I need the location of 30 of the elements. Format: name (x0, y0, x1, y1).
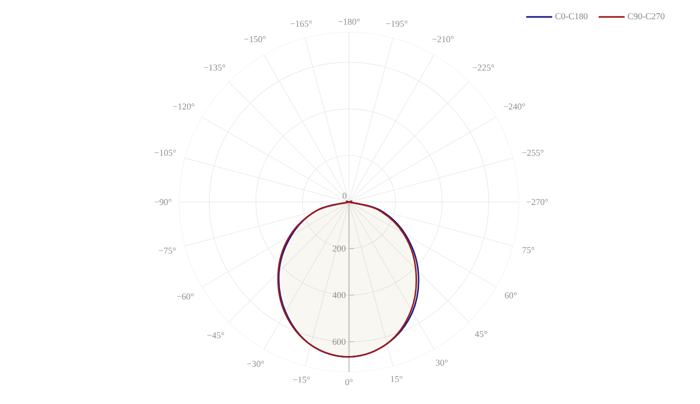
spoke-label: −30° (247, 360, 264, 367)
spoke-label: −165° (290, 20, 312, 27)
spoke-label: 0° (345, 379, 353, 386)
spoke-label: −255° (522, 150, 544, 156)
spoke-label: −225° (472, 64, 494, 71)
spoke-label: −135° (204, 64, 226, 71)
y-tick-label: 600 (332, 338, 346, 345)
legend-label: C90-C270 (628, 13, 664, 20)
spoke-label: −105° (154, 150, 176, 156)
spoke-label: −270° (526, 198, 548, 206)
spoke-label: −120° (173, 104, 194, 110)
legend-label: C0-C180 (555, 13, 588, 20)
spoke-label: −45° (207, 332, 224, 338)
spoke-label: −150° (244, 36, 266, 42)
spoke-label: −15° (293, 376, 310, 383)
spoke-label: 75° (522, 247, 534, 254)
spoke-label: −60° (176, 293, 194, 300)
spoke-label: −90° (154, 198, 172, 206)
y-tick-label: 400 (332, 292, 346, 298)
y-tick-label: 200 (332, 246, 346, 252)
spoke-label: 15° (390, 376, 402, 382)
spoke-label: −180° (338, 18, 360, 25)
spoke-label: −240° (504, 104, 525, 110)
spoke-label: 45° (474, 331, 487, 338)
spoke-label: −75° (158, 248, 176, 254)
spoke-label: −210° (432, 36, 454, 42)
spoke-label: −195° (386, 20, 408, 27)
spoke-label: 60° (504, 292, 517, 298)
spoke-label: 30° (436, 360, 448, 366)
y-tick-label: 0 (342, 192, 346, 199)
